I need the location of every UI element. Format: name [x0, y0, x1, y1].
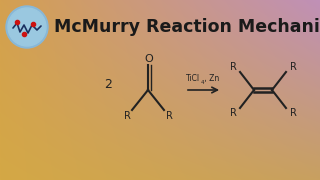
Text: R: R: [229, 108, 236, 118]
Text: TiCl: TiCl: [186, 74, 201, 83]
Text: O: O: [145, 54, 153, 64]
Circle shape: [6, 6, 48, 48]
Text: R: R: [229, 62, 236, 72]
Text: R: R: [124, 111, 131, 121]
Text: R: R: [165, 111, 172, 121]
Text: , Zn: , Zn: [203, 74, 220, 83]
Text: R: R: [290, 62, 296, 72]
Circle shape: [8, 8, 46, 46]
Text: 4: 4: [201, 80, 204, 86]
Text: R: R: [290, 108, 296, 118]
Text: 2: 2: [104, 78, 112, 91]
Text: McMurry Reaction Mechanism: McMurry Reaction Mechanism: [54, 18, 320, 36]
